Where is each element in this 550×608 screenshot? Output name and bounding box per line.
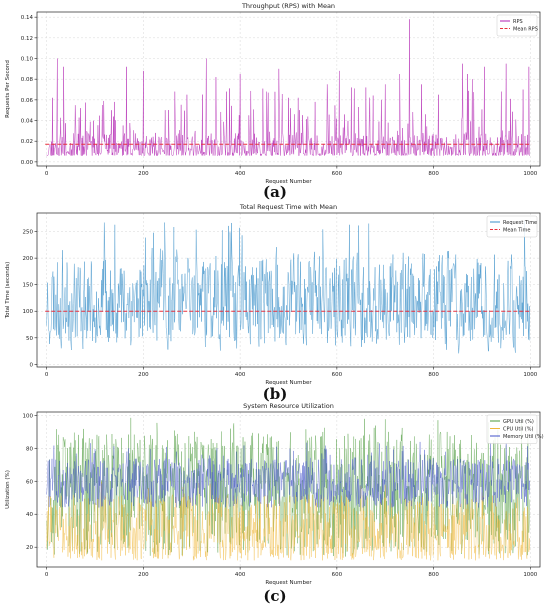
x-tick-label: 800 xyxy=(428,572,439,578)
x-axis-label: Request Number xyxy=(265,580,312,586)
chart-title: Throughput (RPS) with Mean xyxy=(241,2,335,10)
chart-title: System Resource Utilization xyxy=(243,402,334,410)
y-axis-label: Requests Per Second xyxy=(5,60,11,118)
x-tick-label: 0 xyxy=(45,372,49,378)
x-tick-label: 1000 xyxy=(523,171,537,177)
x-tick-label: 600 xyxy=(332,572,343,578)
series-line-rps xyxy=(46,19,530,157)
series-line-request-time xyxy=(46,221,531,354)
y-tick-label: 250 xyxy=(23,230,34,236)
x-tick-label: 800 xyxy=(428,372,439,378)
x-tick-label: 200 xyxy=(138,572,149,578)
series-group xyxy=(45,221,532,354)
x-tick-label: 600 xyxy=(332,171,343,177)
x-tick-label: 800 xyxy=(428,171,439,177)
y-tick-label: 0.08 xyxy=(21,77,34,83)
y-tick-label: 0.00 xyxy=(21,160,34,166)
plot-frame xyxy=(36,411,541,568)
y-tick-label: 40 xyxy=(26,512,33,518)
series-group xyxy=(45,19,532,157)
x-tick-label: 400 xyxy=(235,171,246,177)
x-axis-label: Request Number xyxy=(265,179,312,185)
y-axis-label: Utilization (%) xyxy=(5,470,11,509)
plot-frame xyxy=(36,11,541,167)
legend-label: Memory Util (%) xyxy=(503,434,544,440)
legend-label: Request Time xyxy=(503,220,537,226)
y-tick-label: 200 xyxy=(23,256,34,262)
legend-label: RPS xyxy=(513,19,523,25)
y-tick-label: 0.14 xyxy=(21,15,34,21)
x-tick-label: 1000 xyxy=(523,572,537,578)
legend-label: Mean Time xyxy=(503,227,530,233)
x-axis-label: Request Number xyxy=(265,380,312,386)
chart-title: Total Request Time with Mean xyxy=(239,203,337,211)
x-tick-label: 200 xyxy=(138,171,149,177)
panel-label-a: (a) xyxy=(263,183,287,201)
y-tick-label: 80 xyxy=(26,446,33,452)
series-line-memory-util xyxy=(46,441,531,508)
chart-1: 0 200 400 600 800 1000 0 50 100 150 200 250 Total Re… xyxy=(5,203,541,386)
x-tick-label: 0 xyxy=(45,171,49,177)
y-tick-label: 50 xyxy=(26,336,33,342)
y-tick-label: 0.10 xyxy=(21,57,34,63)
legend-label: Mean RPS xyxy=(513,26,538,32)
x-tick-label: 200 xyxy=(138,372,149,378)
legend-box xyxy=(486,215,538,238)
panel-label-b: (b) xyxy=(262,385,288,403)
x-tick-label: 0 xyxy=(45,572,49,578)
series-line-cpu-util xyxy=(46,481,531,561)
y-tick-label: 0.04 xyxy=(21,119,34,125)
y-tick-label: 0.12 xyxy=(21,36,33,42)
y-tick-label: 150 xyxy=(23,283,34,289)
y-tick-label: 0 xyxy=(30,362,34,368)
panel-label-c: (c) xyxy=(263,587,287,605)
legend-box xyxy=(496,14,538,37)
y-axis-label: Total Time (seconds) xyxy=(5,262,11,320)
chart-2: 0 200 400 600 800 1000 20 40 60 80 100 System Resou… xyxy=(5,402,544,586)
legend-label: GPU Util (%) xyxy=(503,419,534,425)
plot-frame xyxy=(36,212,541,368)
x-tick-label: 400 xyxy=(235,572,246,578)
y-tick-label: 0.02 xyxy=(21,139,33,145)
legend-label: CPU Util (%) xyxy=(503,426,533,432)
y-tick-label: 60 xyxy=(26,479,33,485)
legend: GPU Util (%)CPU Util (%) Memory Util (%) xyxy=(486,414,544,444)
y-tick-label: 100 xyxy=(23,413,34,419)
x-tick-label: 600 xyxy=(332,372,343,378)
chart-0: 0 200 400 600 800 1000 0.00 0.02 0.04 0.06 0.08 0.1… xyxy=(5,2,541,185)
x-tick-label: 400 xyxy=(235,372,246,378)
y-tick-label: 100 xyxy=(23,309,34,315)
x-tick-label: 1000 xyxy=(523,372,537,378)
y-tick-label: 20 xyxy=(26,545,33,551)
y-tick-label: 0.06 xyxy=(21,98,34,104)
series-group xyxy=(46,417,531,561)
